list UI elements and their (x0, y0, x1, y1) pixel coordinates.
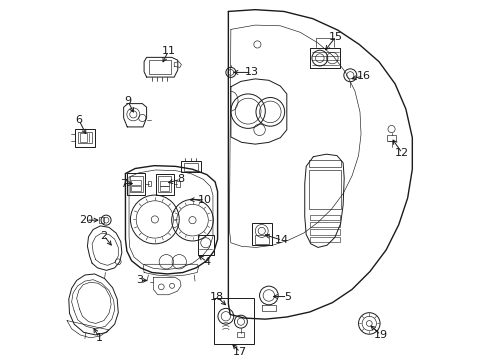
Bar (156, 174, 174, 195)
Bar (147, 181, 151, 186)
Text: 8: 8 (177, 174, 184, 184)
Bar (78, 132, 92, 143)
Text: 1: 1 (96, 333, 102, 343)
Text: 17: 17 (233, 347, 247, 357)
Text: 2: 2 (100, 231, 107, 240)
Text: 13: 13 (244, 67, 258, 77)
Text: 18: 18 (209, 292, 223, 302)
Bar (308, 159, 340, 167)
Bar (309, 215, 339, 220)
Text: 15: 15 (328, 32, 342, 41)
Bar (127, 173, 145, 195)
Bar (131, 180, 140, 185)
Text: 6: 6 (75, 115, 82, 125)
Bar (214, 298, 254, 344)
Bar (309, 237, 339, 242)
Bar (183, 163, 198, 171)
Bar (75, 129, 95, 147)
Bar (308, 170, 340, 210)
Bar (309, 229, 339, 234)
Bar (160, 186, 169, 192)
Bar (158, 176, 171, 192)
Bar (129, 176, 142, 192)
Text: 9: 9 (124, 96, 131, 106)
Text: 11: 11 (161, 46, 175, 56)
Bar (251, 223, 271, 245)
Bar (309, 222, 339, 227)
Text: 4: 4 (203, 257, 210, 267)
Text: 7: 7 (120, 179, 126, 189)
Text: 12: 12 (394, 148, 408, 158)
Bar (149, 60, 171, 74)
Bar (176, 181, 180, 187)
Text: 10: 10 (198, 195, 212, 205)
Text: 14: 14 (275, 235, 288, 245)
Bar (131, 186, 140, 192)
Bar (237, 332, 244, 337)
Bar (160, 181, 169, 186)
Bar (80, 134, 87, 142)
Text: 5: 5 (284, 292, 290, 302)
Bar (386, 135, 395, 141)
Bar (99, 217, 104, 223)
Bar (180, 161, 201, 172)
Bar (198, 235, 213, 255)
Text: 16: 16 (356, 71, 370, 81)
Bar (254, 235, 268, 244)
Text: 3: 3 (136, 275, 143, 285)
Text: 19: 19 (373, 330, 387, 340)
Text: 20: 20 (79, 215, 93, 225)
